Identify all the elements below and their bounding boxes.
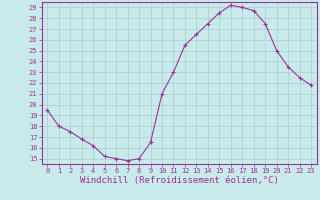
X-axis label: Windchill (Refroidissement éolien,°C): Windchill (Refroidissement éolien,°C) <box>80 176 279 185</box>
